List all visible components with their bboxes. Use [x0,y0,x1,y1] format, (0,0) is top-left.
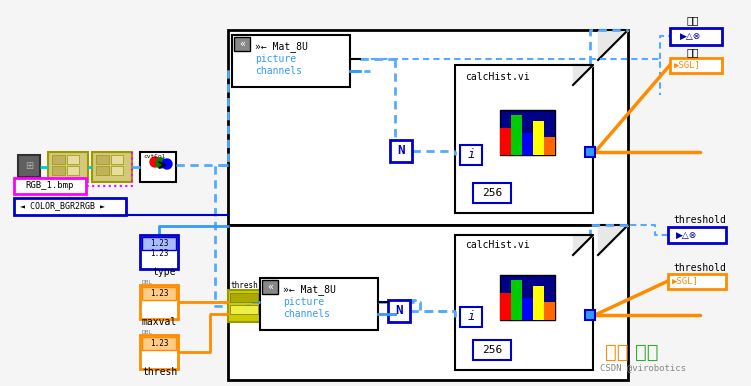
Text: ⊞: ⊞ [25,161,33,171]
Bar [668,274,726,289]
Text: ▶△⊗: ▶△⊗ [676,230,697,239]
Bar [500,128,511,155]
Text: 吉林: 吉林 [605,342,629,362]
Bar [262,280,278,294]
Bar [96,155,109,164]
Bar [390,140,412,162]
Text: 1.23: 1.23 [149,239,168,247]
Bar [140,235,178,269]
Text: threshold: threshold [674,263,726,273]
Bar [234,37,250,51]
Bar [228,225,628,380]
Bar [92,152,132,182]
Bar [96,166,109,175]
Text: ▶△⊗: ▶△⊗ [680,32,701,41]
Bar [230,293,258,302]
Bar [533,121,544,155]
Bar [500,275,555,320]
Bar [142,287,176,300]
Text: ▶SGL]: ▶SGL] [672,276,699,286]
Text: 256: 256 [482,188,502,198]
Bar [670,58,722,73]
Bar [388,300,410,322]
Bar [460,145,482,165]
Bar [142,337,176,350]
Bar [522,298,533,320]
Text: 256: 256 [482,345,502,355]
Bar [140,335,178,369]
Text: 1.23: 1.23 [149,249,168,257]
Bar [455,235,593,370]
Bar [500,293,511,320]
Bar [111,155,123,164]
Bar [52,155,65,164]
Text: calcHist.vi: calcHist.vi [465,240,529,250]
Text: threshold: threshold [674,215,726,225]
Text: 原图: 原图 [686,47,699,57]
Text: CSDN @virobotics: CSDN @virobotics [600,364,686,372]
Bar [522,132,533,155]
Bar [230,305,258,314]
Text: »← Mat_8U: »← Mat_8U [283,284,336,295]
Text: «: « [267,282,273,292]
Bar [260,278,378,330]
Text: channels: channels [255,66,302,76]
Text: maxval: maxval [142,317,177,327]
Text: DBL: DBL [142,279,153,284]
Bar [228,290,260,322]
Text: ◄ COLOR_BGR2RGB ►: ◄ COLOR_BGR2RGB ► [20,201,105,210]
Bar [473,183,511,203]
Text: 龙网: 龙网 [635,342,659,362]
Text: RGB_1.bmp: RGB_1.bmp [26,181,74,191]
Bar [232,35,350,87]
Bar [533,286,544,320]
Bar [18,155,40,177]
Bar [668,227,726,243]
Text: thresh: thresh [142,367,177,377]
Bar [511,279,522,320]
Text: type: type [152,267,176,277]
Text: i: i [467,310,475,323]
Bar [111,166,123,175]
Bar [585,310,595,320]
Bar [67,166,79,175]
Bar [140,152,176,182]
Bar [52,166,65,175]
Bar [473,340,511,360]
Text: picture: picture [283,297,324,307]
Text: DBL: DBL [142,330,153,335]
Bar [14,178,86,194]
Bar [67,155,79,164]
Bar [460,307,482,327]
Text: thresh: thresh [230,281,258,290]
Bar [228,30,628,225]
Text: channels: channels [283,309,330,319]
Circle shape [150,157,160,167]
Circle shape [162,159,172,169]
Text: i: i [467,149,475,161]
Text: 原图: 原图 [686,15,699,25]
Text: »← Mat_8U: »← Mat_8U [255,42,308,52]
Bar [14,198,126,215]
Bar [544,137,555,155]
Text: picture: picture [255,54,296,64]
Text: calcHist.vi: calcHist.vi [465,72,529,82]
Text: 1.23: 1.23 [149,288,168,298]
Bar [455,65,593,213]
Text: «: « [239,39,245,49]
Circle shape [156,158,166,168]
Text: N: N [395,305,403,318]
Text: ▶SGL]: ▶SGL] [674,61,701,69]
Bar [500,110,555,155]
Text: 1.23: 1.23 [149,339,168,347]
Bar [511,115,522,155]
Text: cvtCol: cvtCol [143,154,165,159]
Bar [544,302,555,320]
Bar [670,28,722,45]
Bar [48,152,88,182]
Bar [585,147,595,157]
Text: N: N [397,144,405,157]
Bar [142,237,176,250]
Bar [140,285,178,319]
